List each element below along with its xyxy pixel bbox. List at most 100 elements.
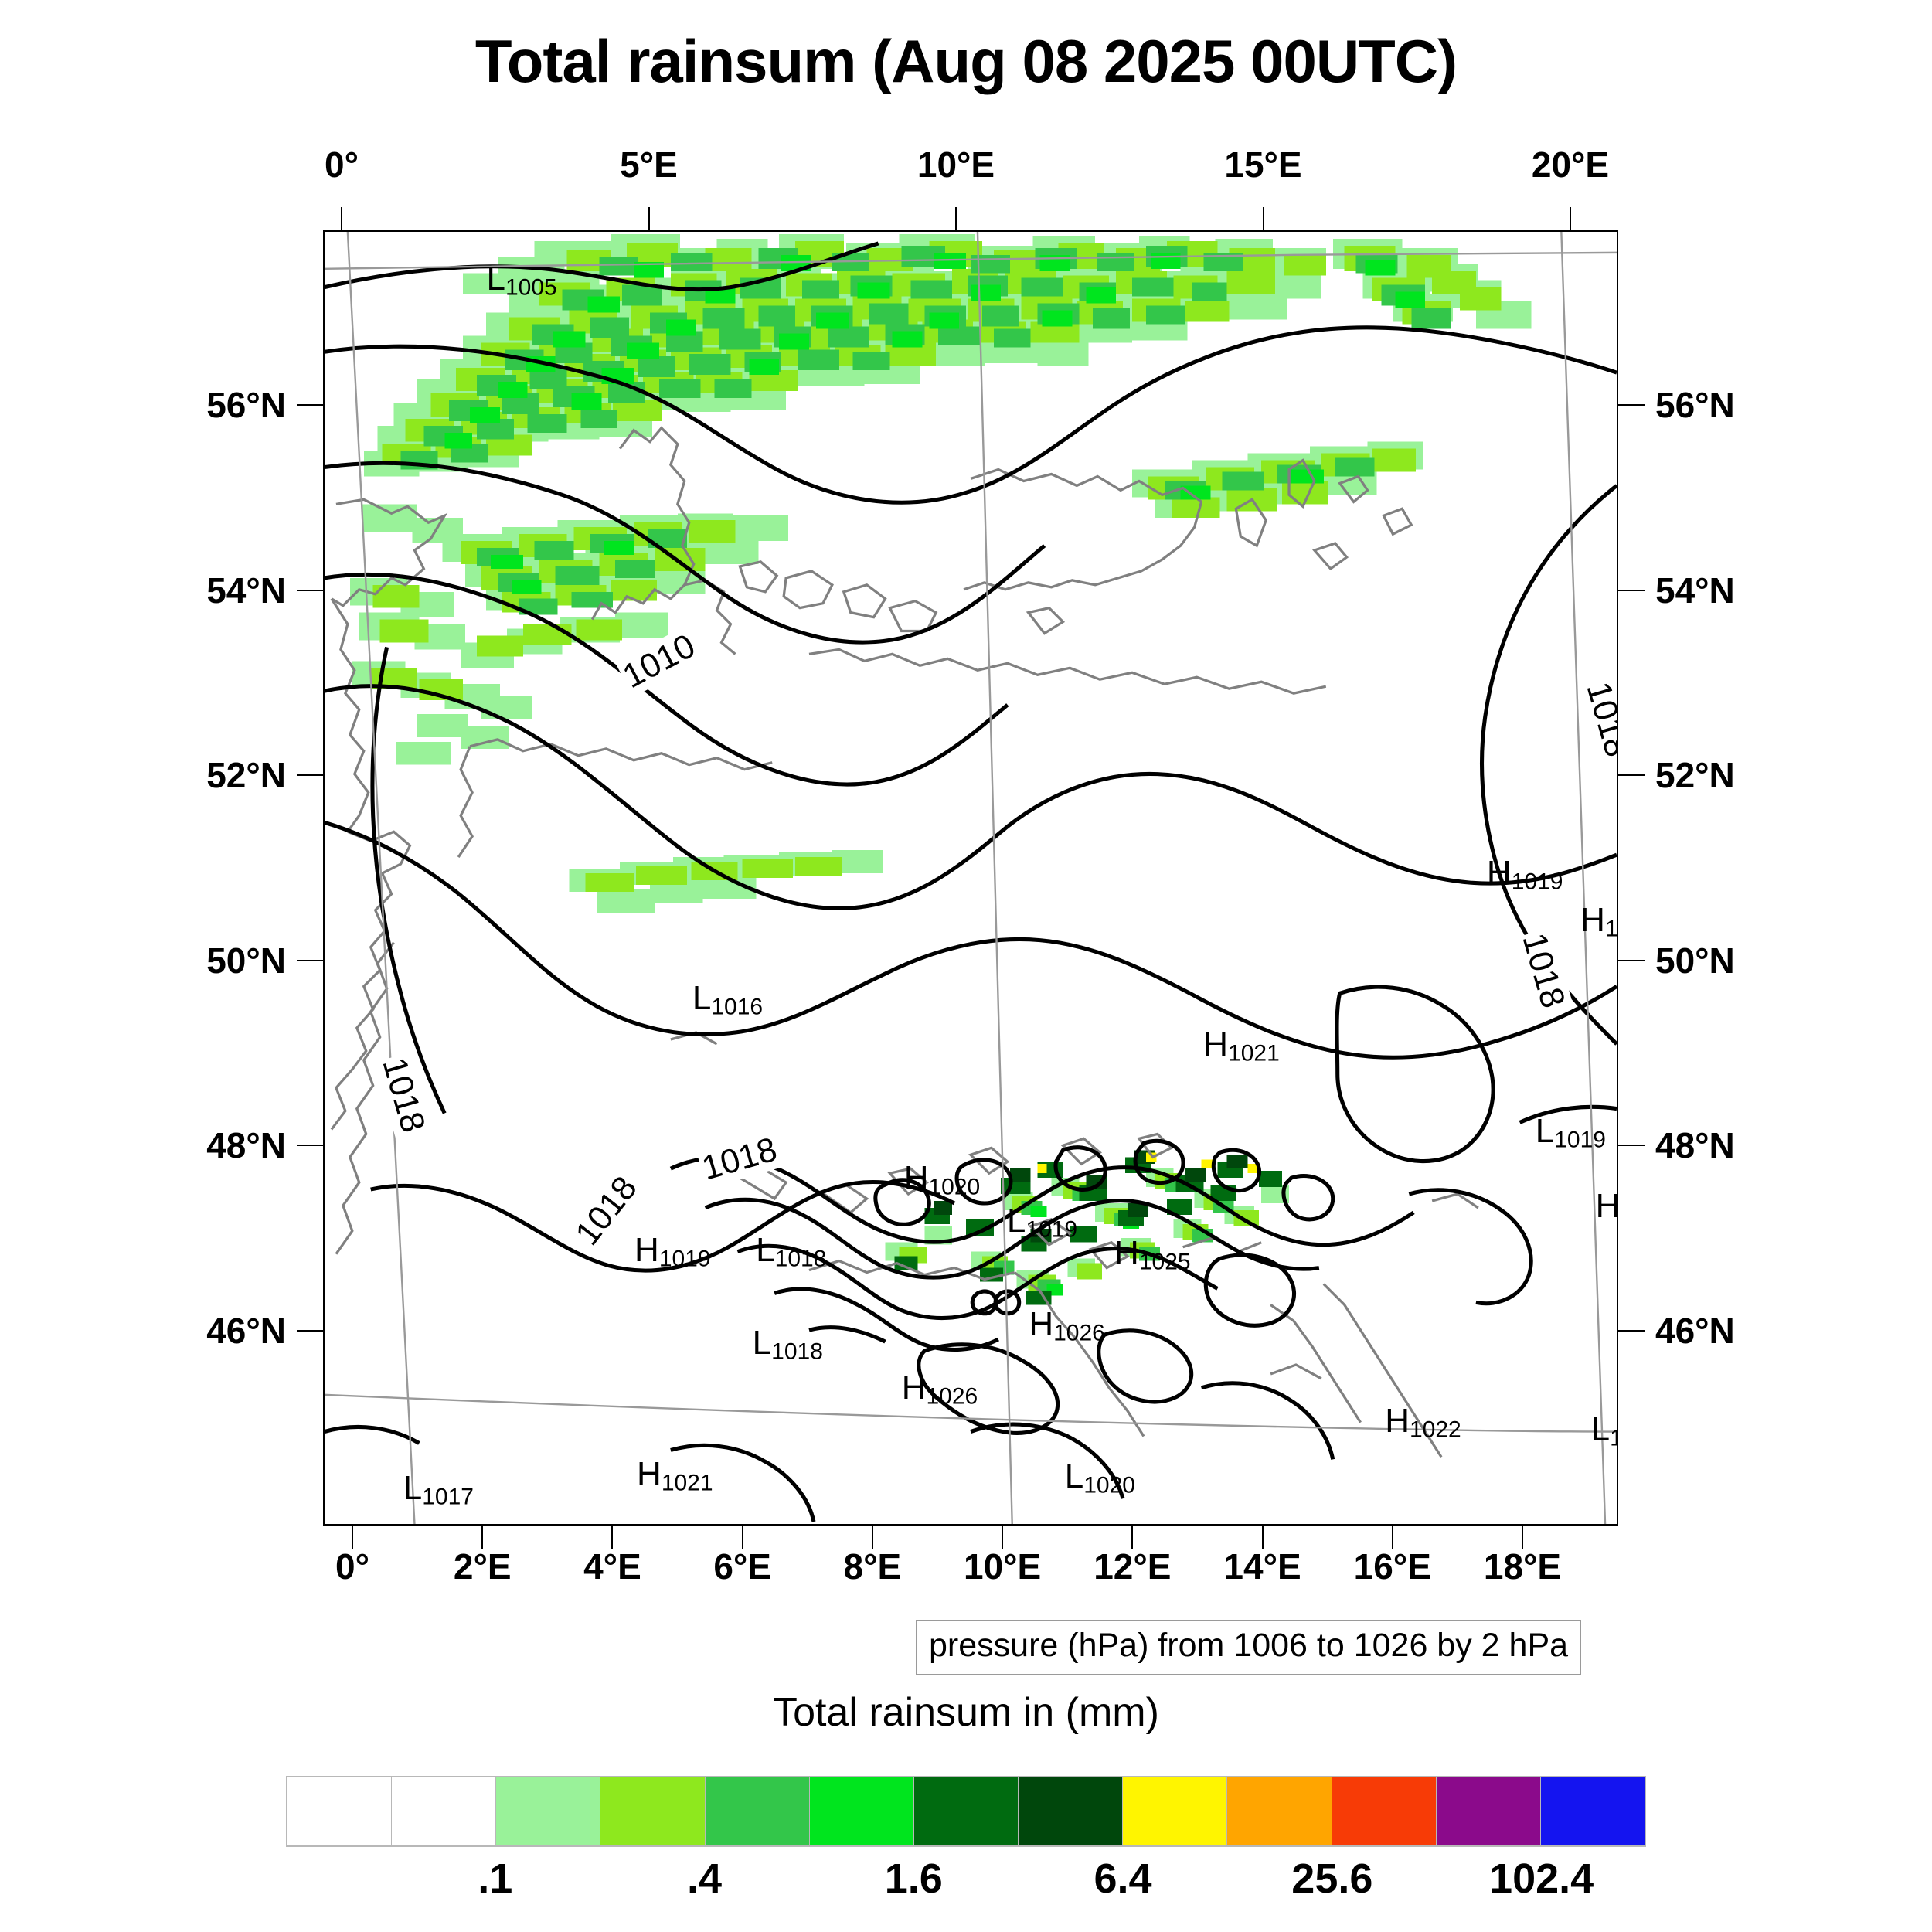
lon-tick-bottom-12°E: 12°E <box>1094 1546 1172 1587</box>
tickmark-bottom <box>1391 1526 1393 1549</box>
tickmark-left <box>297 1330 323 1332</box>
colorbar-tick-.1: .1 <box>478 1855 513 1902</box>
lat-tick-right-50°N: 50°N <box>1655 940 1735 981</box>
tickmark-left <box>297 589 323 591</box>
precipitation-raster <box>349 233 1532 1305</box>
lon-tick-top-5°E: 5°E <box>620 145 678 185</box>
low-pressure-label: L1019 <box>1535 1111 1606 1153</box>
tickmark-bottom <box>1131 1526 1134 1549</box>
high-pressure-label: H1021 <box>1203 1025 1280 1066</box>
colorbar-tick-6.4: 6.4 <box>1094 1855 1152 1902</box>
tickmark-bottom <box>352 1526 353 1549</box>
low-pressure-label: L1017 <box>403 1469 474 1510</box>
colorbar-segment-12 <box>1540 1777 1645 1845</box>
tickmark-top <box>648 207 650 230</box>
colorbar-tick-25.6: 25.6 <box>1291 1855 1373 1902</box>
tickmark-top <box>1262 207 1264 230</box>
pressure-contours <box>325 241 1617 1522</box>
colorbar-segment-1 <box>392 1777 497 1845</box>
high-pressure-label: H1022 <box>1385 1402 1461 1443</box>
high-pressure-label: H1021 <box>1595 1187 1618 1226</box>
lat-tick-right-52°N: 52°N <box>1655 755 1735 796</box>
lon-tick-bottom-14°E: 14°E <box>1223 1546 1301 1587</box>
tickmark-bottom <box>1261 1526 1264 1549</box>
tickmark-left <box>297 959 323 961</box>
lon-tick-bottom-18°E: 18°E <box>1483 1546 1562 1587</box>
high-pressure-label: H1026 <box>901 1368 978 1410</box>
tickmark-right <box>1618 1330 1645 1332</box>
coastlines <box>330 426 1479 1458</box>
tickmark-right <box>1618 589 1645 591</box>
tickmark-bottom <box>1522 1526 1523 1549</box>
lat-tick-right-48°N: 48°N <box>1655 1125 1735 1166</box>
lon-tick-top-20°E: 20°E <box>1531 145 1610 185</box>
lat-tick-right-56°N: 56°N <box>1655 385 1735 425</box>
lon-tick-bottom-6°E: 6°E <box>713 1546 771 1587</box>
graticule <box>325 232 1617 1524</box>
pressure-legend-caption: pressure (hPa) from 1006 to 1026 by 2 hP… <box>916 1620 1582 1675</box>
colorbar-segment-7 <box>1019 1777 1124 1845</box>
colorbar-tick-labels: .1 .4 1.6 6.4 25.6 102.4 <box>286 1855 1646 1917</box>
colorbar-segment-11 <box>1436 1777 1541 1845</box>
lon-tick-top-10°E: 10°E <box>917 145 995 185</box>
tickmark-right <box>1618 959 1645 961</box>
lon-tick-bottom-0°: 0° <box>335 1546 369 1587</box>
lon-tick-bottom-10°E: 10°E <box>963 1546 1042 1587</box>
high-pressure-label: H1019 <box>1486 854 1563 895</box>
tickmark-left <box>297 774 323 777</box>
lat-tick-right-54°N: 54°N <box>1655 570 1735 611</box>
colorbar-tick-.4: .4 <box>687 1855 723 1902</box>
low-pressure-label: L1018 <box>756 1230 827 1272</box>
lon-tick-top-0°: 0° <box>325 145 359 185</box>
colorbar-segment-3 <box>600 1777 706 1845</box>
colorbar-segment-2 <box>496 1777 601 1845</box>
tickmark-right <box>1618 774 1645 777</box>
tickmark-right <box>1618 1145 1645 1147</box>
low-pressure-label: L1019 <box>1006 1202 1078 1243</box>
colorbar-segment-8 <box>1123 1777 1228 1845</box>
lat-tick-left-54°N: 54°N <box>206 570 286 611</box>
high-pressure-label: H1021 <box>637 1455 713 1496</box>
high-pressure-label: H1020 <box>903 1159 981 1200</box>
low-pressure-label: L1020 <box>1064 1458 1135 1498</box>
tickmark-bottom <box>1002 1526 1004 1549</box>
lon-tick-bottom-16°E: 16°E <box>1353 1546 1431 1587</box>
lat-tick-left-50°N: 50°N <box>206 940 286 981</box>
high-pressure-label: H1019 <box>634 1230 711 1272</box>
lon-tick-bottom-2°E: 2°E <box>453 1546 512 1587</box>
lat-tick-left-56°N: 56°N <box>206 385 286 425</box>
tickmark-top <box>1570 207 1571 230</box>
lon-tick-bottom-8°E: 8°E <box>843 1546 902 1587</box>
colorbar-segment-6 <box>913 1777 1019 1845</box>
low-pressure-label: L1 <box>1590 1410 1617 1450</box>
tickmark-bottom <box>611 1526 614 1549</box>
lon-tick-top-15°E: 15°E <box>1224 145 1302 185</box>
colorbar-segment-10 <box>1332 1777 1437 1845</box>
lon-tick-bottom-4°E: 4°E <box>583 1546 641 1587</box>
colorbar-segment-4 <box>705 1777 810 1845</box>
lat-tick-right-46°N: 46°N <box>1655 1311 1735 1351</box>
high-pressure-label: H1026 <box>1029 1304 1105 1346</box>
low-pressure-label: L1018 <box>752 1323 823 1365</box>
low-pressure-label: L1016 <box>692 978 764 1020</box>
colorbar-segment-9 <box>1227 1777 1332 1845</box>
colorbar-segments <box>286 1776 1646 1847</box>
colorbar-title: Total rainsum in (mm) <box>773 1690 1159 1735</box>
tickmark-right <box>1618 404 1645 406</box>
tickmark-bottom <box>741 1526 743 1549</box>
map-plot-area: L1005 L1016 H1019 H1020 H1021 L1019 H1020 L1019… <box>323 230 1618 1526</box>
high-pressure-label: H1025 <box>1114 1234 1191 1275</box>
colorbar <box>286 1776 1646 1847</box>
colorbar-tick-1.6: 1.6 <box>884 1855 943 1902</box>
tickmark-left <box>297 404 323 406</box>
colorbar-segment-0 <box>287 1777 393 1845</box>
tickmark-top <box>341 207 342 230</box>
lat-tick-left-52°N: 52°N <box>206 755 286 796</box>
tickmark-left <box>297 1145 323 1147</box>
tickmark-top <box>955 207 957 230</box>
colorbar-tick-102.4: 102.4 <box>1489 1855 1594 1902</box>
page-title: Total rainsum (Aug 08 2025 00UTC) <box>474 27 1458 95</box>
high-pressure-label: H1020 <box>1580 901 1618 943</box>
tickmark-bottom <box>481 1526 484 1549</box>
lat-tick-left-46°N: 46°N <box>206 1311 286 1351</box>
